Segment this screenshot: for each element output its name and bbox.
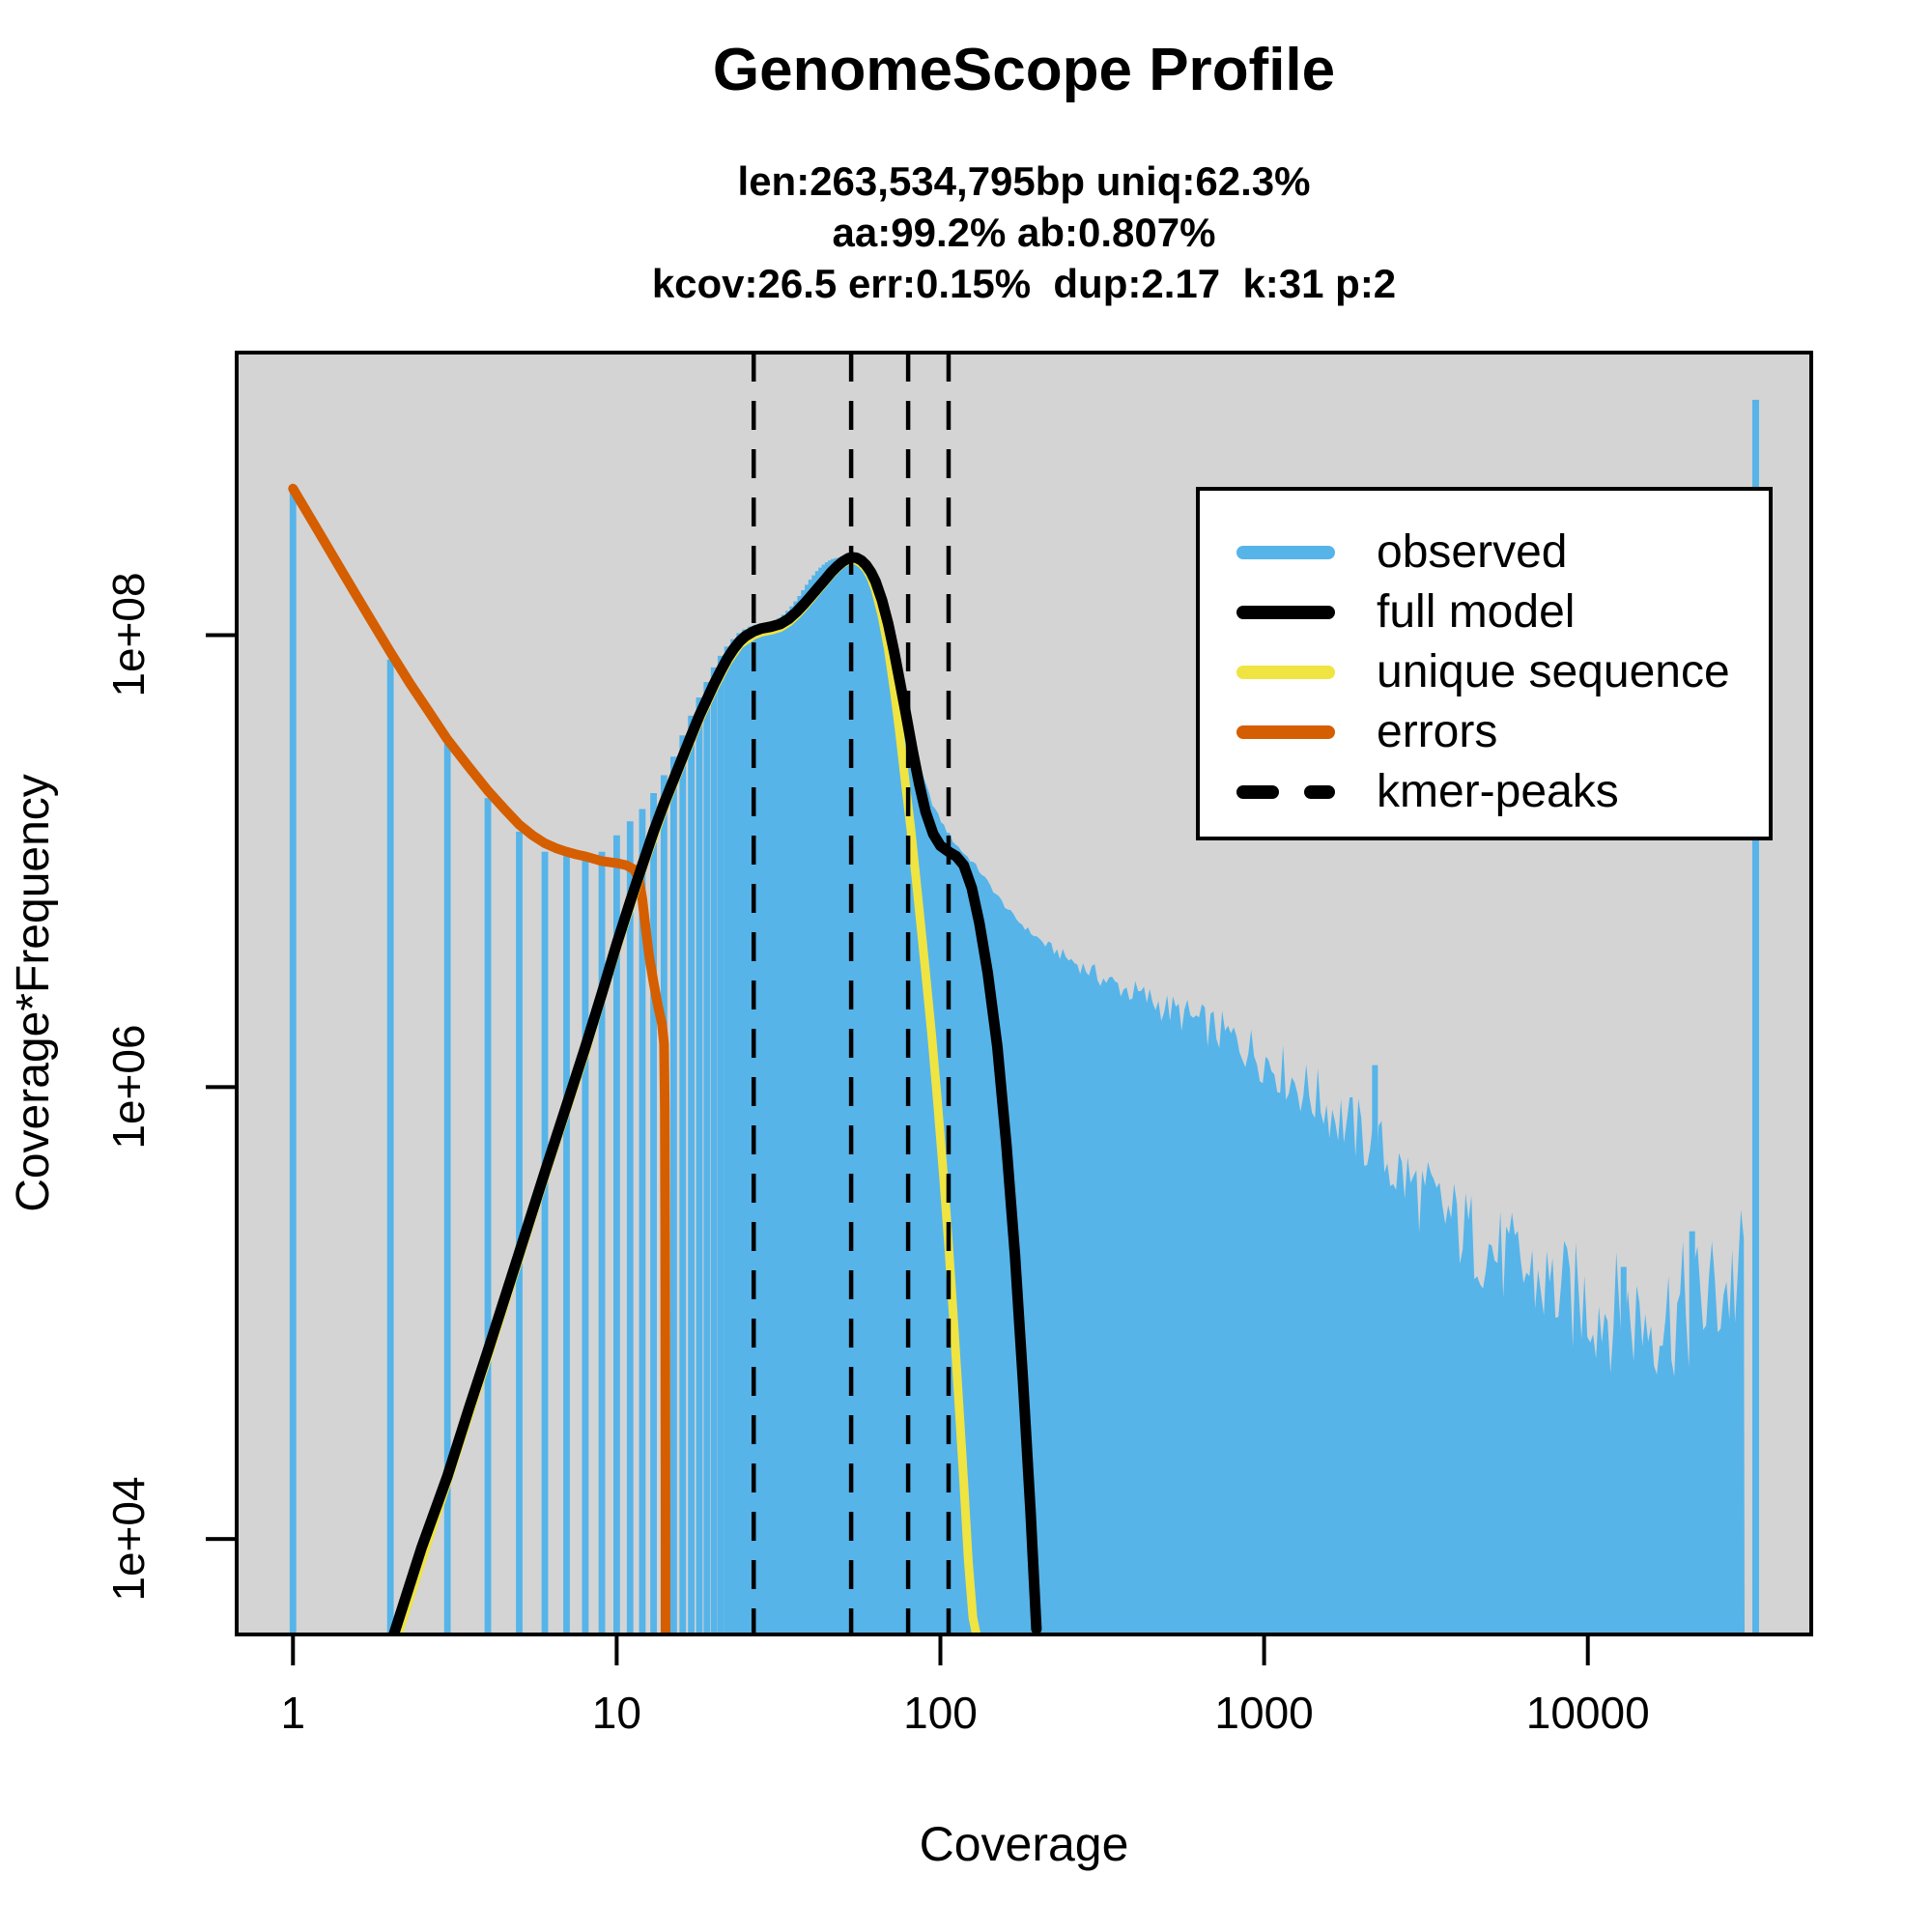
- x-axis-tick: [1585, 1634, 1590, 1665]
- observed-bar: [808, 580, 815, 1634]
- x-tick-label-10: 10: [591, 1688, 641, 1738]
- legend-label: full model: [1377, 586, 1576, 638]
- observed-bar: [703, 682, 711, 1634]
- errors-line-swatch: [1236, 725, 1335, 739]
- observed-bar: [563, 856, 570, 1634]
- observed-spike: [1620, 1266, 1627, 1634]
- subtitle-length-uniq: len:263,534,795bp uniq:62.3%: [737, 158, 1311, 204]
- observed-bar: [443, 744, 451, 1634]
- max-coverage-spike: [1751, 399, 1759, 1634]
- subtitle-kcov-err-dup: kcov:26.5 err:0.15% dup:2.17 k:31 p:2: [651, 261, 1397, 306]
- page-title: GenomeScope Profile: [712, 37, 1336, 103]
- x-tick-label-10000: 10000: [1525, 1688, 1650, 1738]
- observed-bar: [730, 639, 738, 1634]
- observed-bar: [793, 601, 801, 1634]
- y-axis-tick: [206, 1537, 237, 1542]
- observed-bar: [696, 696, 703, 1634]
- subtitle-aa-ab: aa:99.2% ab:0.807%: [832, 210, 1216, 255]
- observed-bar: [801, 590, 809, 1634]
- legend-label: observed: [1377, 526, 1568, 578]
- y-tick-label-1e+06: 1e+06: [103, 1024, 154, 1150]
- y-axis-tick: [206, 633, 237, 638]
- observed-spike: [1689, 1231, 1695, 1634]
- observed-bar: [805, 584, 811, 1634]
- observed-bar: [598, 851, 606, 1634]
- observed-bar: [753, 624, 760, 1634]
- observed-bar: [484, 798, 492, 1634]
- observed-bar: [626, 821, 634, 1634]
- plot-content: [288, 353, 1759, 1634]
- unique-sequence-line-swatch: [1236, 666, 1335, 679]
- legend-item-kmer-peaks: kmer-peaks: [1200, 768, 1769, 816]
- legend-label: kmer-peaks: [1377, 766, 1619, 817]
- observed-bar: [724, 646, 731, 1634]
- kmer-peaks-dashed-swatch: [1236, 785, 1335, 799]
- legend-label: errors: [1377, 706, 1498, 757]
- observed-bar: [516, 831, 523, 1634]
- observed-tail-area: [868, 577, 1745, 1634]
- observed-bar: [650, 792, 657, 1634]
- legend: observed full model unique sequence erro…: [1196, 487, 1773, 840]
- dash-segment: [1236, 785, 1279, 799]
- x-tick-label-100: 100: [903, 1688, 978, 1738]
- legend-item-unique-sequence: unique sequence: [1200, 648, 1769, 696]
- observed-bar: [789, 606, 797, 1634]
- legend-label: unique sequence: [1377, 646, 1730, 697]
- y-axis-tick: [206, 1085, 237, 1090]
- observed-bar: [710, 667, 718, 1634]
- y-tick-label-1e+04: 1e+04: [103, 1476, 154, 1602]
- plot-border: [235, 351, 1813, 1636]
- observed-bar: [781, 614, 788, 1634]
- x-tick-label-1: 1: [280, 1688, 306, 1738]
- legend-item-full-model: full model: [1200, 588, 1769, 637]
- legend-item-observed: observed: [1200, 528, 1769, 577]
- observed-bar: [785, 611, 792, 1634]
- observed-bar: [717, 655, 724, 1634]
- observed-bar: [639, 809, 646, 1634]
- observed-bar: [742, 629, 750, 1634]
- observed-bar: [772, 620, 780, 1634]
- observed-bar: [736, 633, 744, 1634]
- y-axis-title: Coverage*Frequency: [8, 774, 59, 1212]
- observed-spike: [1372, 1065, 1378, 1634]
- legend-item-errors: errors: [1200, 708, 1769, 756]
- full-model-line-swatch: [1236, 606, 1335, 619]
- observed-bar: [386, 659, 394, 1634]
- observed-bar: [748, 626, 754, 1634]
- observed-bar: [757, 623, 765, 1634]
- observed-bar: [688, 715, 696, 1634]
- observed-bar: [679, 735, 687, 1634]
- observed-bar: [669, 756, 677, 1634]
- dash-segment: [1304, 785, 1335, 799]
- observed-bar: [541, 851, 549, 1634]
- observed-bar: [767, 622, 775, 1634]
- observed-bar: [797, 595, 805, 1634]
- x-axis-tick: [1262, 1634, 1266, 1665]
- observed-line-swatch: [1236, 546, 1335, 559]
- observed-bar: [865, 575, 872, 1634]
- observed-bar: [612, 835, 620, 1634]
- observed-bar: [762, 623, 770, 1634]
- observed-bar: [289, 488, 297, 1634]
- errors-curve: [288, 483, 670, 1634]
- observed-bar: [814, 571, 822, 1634]
- observed-bar: [777, 617, 784, 1634]
- x-axis-tick: [938, 1634, 943, 1665]
- observed-bar: [811, 575, 819, 1634]
- y-tick-label-1e+08: 1e+08: [103, 572, 154, 698]
- x-axis-tick: [291, 1634, 296, 1665]
- x-tick-label-1000: 1000: [1214, 1688, 1314, 1738]
- observed-bar: [582, 856, 589, 1634]
- x-axis-title: Coverage: [919, 1817, 1129, 1871]
- x-axis-tick: [614, 1634, 619, 1665]
